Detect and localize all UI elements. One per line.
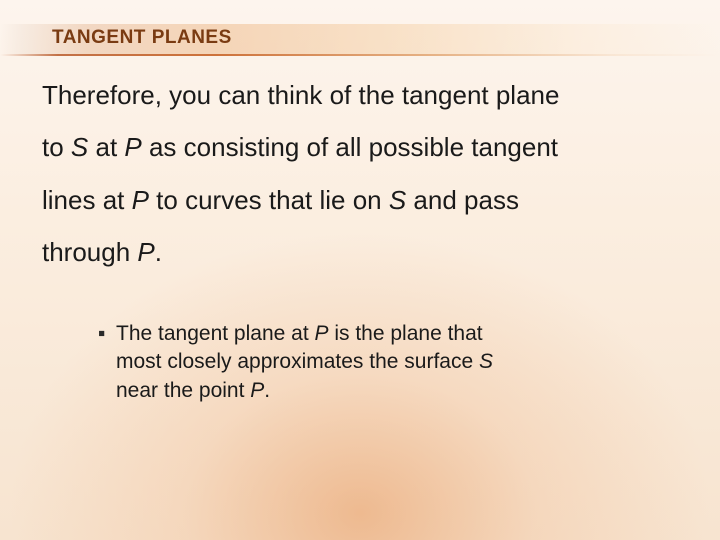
bullet-item: ▪ The tangent plane at P is the plane th… [98, 320, 600, 405]
body-line-1: Therefore, you can think of the tangent … [42, 72, 678, 118]
bullet-square-icon: ▪ [98, 320, 116, 348]
body-line-2: to S at P as consisting of all possible … [42, 124, 678, 170]
bullet-line-2: most closely approximates the surface S [116, 348, 600, 376]
bullet-text: The tangent plane at P is the plane that… [116, 320, 600, 405]
slide: TANGENT PLANES Therefore, you can think … [0, 0, 720, 540]
bullet-line-3: near the point P. [116, 377, 600, 405]
bullet-line-1: The tangent plane at P is the plane that [116, 320, 600, 348]
slide-title: TANGENT PLANES [52, 27, 232, 49]
body-text: Therefore, you can think of the tangent … [42, 72, 678, 281]
bullet-block: ▪ The tangent plane at P is the plane th… [98, 320, 600, 405]
body-line-3: lines at P to curves that lie on S and p… [42, 177, 678, 223]
title-underline [0, 54, 720, 56]
body-line-4: through P. [42, 229, 678, 275]
